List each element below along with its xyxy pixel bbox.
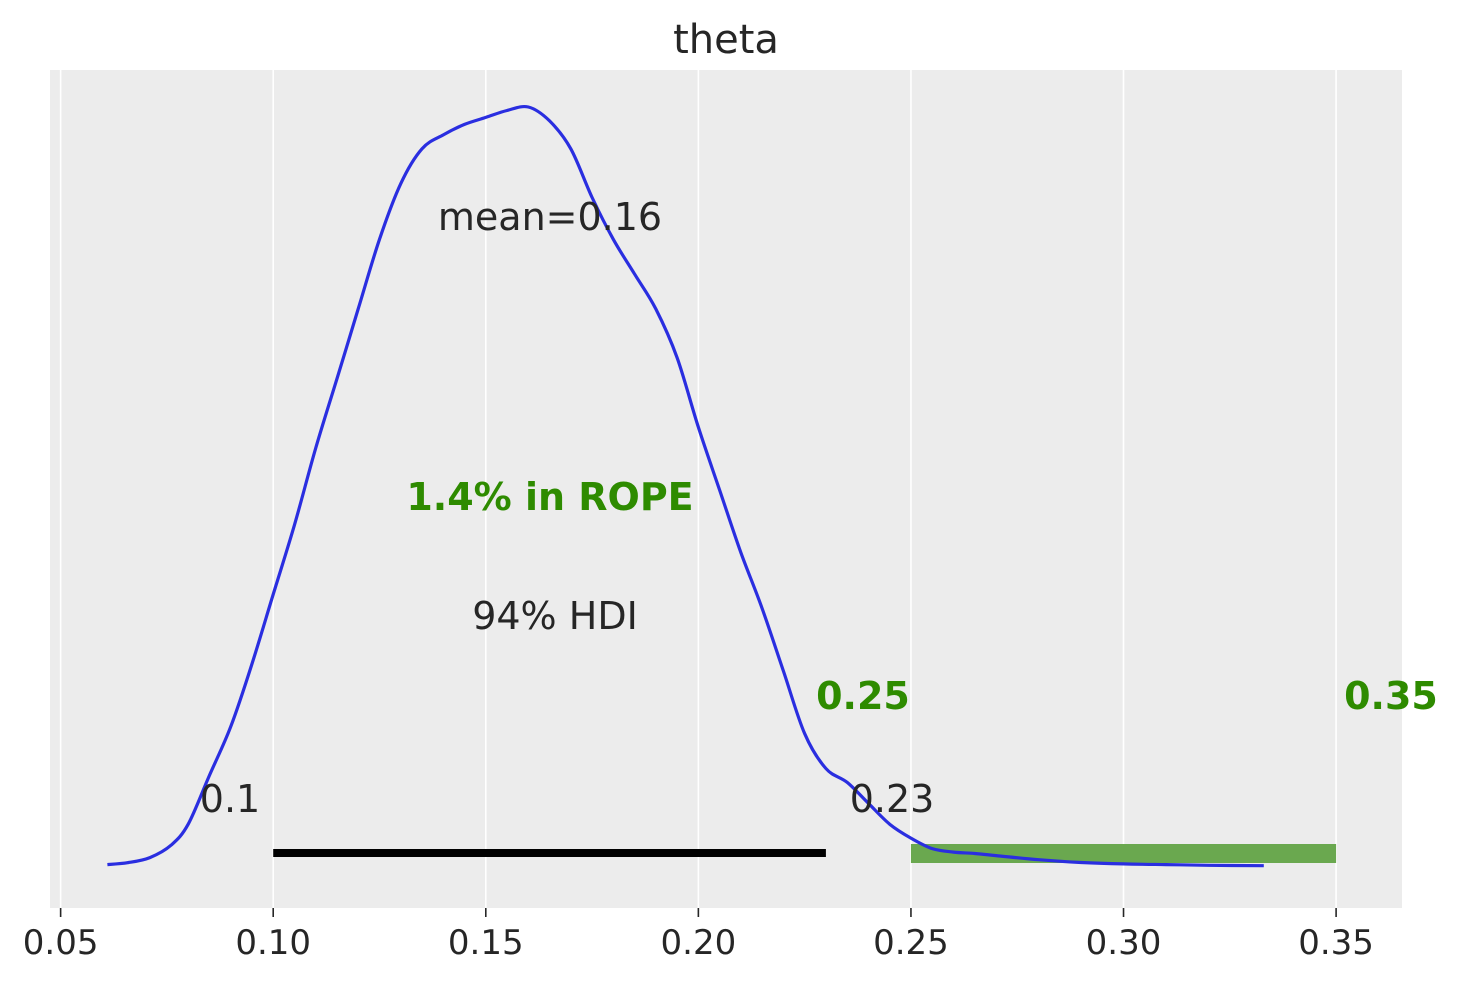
density-curve <box>107 104 1264 868</box>
chart-title: theta <box>673 17 779 63</box>
x-tick-label: 0.10 <box>235 923 311 963</box>
x-tick-label: 0.20 <box>661 923 737 963</box>
x-tick-label: 0.35 <box>1298 923 1374 963</box>
hdi-low-label: 0.1 <box>200 777 260 821</box>
grid-lines <box>59 70 1337 908</box>
hdi-label: 94% HDI <box>472 594 638 638</box>
mean-label: mean=0.16 <box>438 195 662 239</box>
rope-percent-label: 1.4% in ROPE <box>406 475 693 519</box>
rope-high-label: 0.35 <box>1344 674 1438 718</box>
hdi-high-label: 0.23 <box>850 777 935 821</box>
x-tick-label: 0.25 <box>873 923 949 963</box>
density-layer <box>107 104 1264 868</box>
x-tick-label: 0.05 <box>23 923 99 963</box>
x-tick-label: 0.15 <box>448 923 524 963</box>
x-tick-label: 0.30 <box>1086 923 1162 963</box>
plot-background <box>50 70 1402 908</box>
rope-low-label: 0.25 <box>816 674 910 718</box>
x-axis-ticks: 0.05 0.10 0.15 0.20 0.25 0.30 0.35 <box>23 908 1374 963</box>
